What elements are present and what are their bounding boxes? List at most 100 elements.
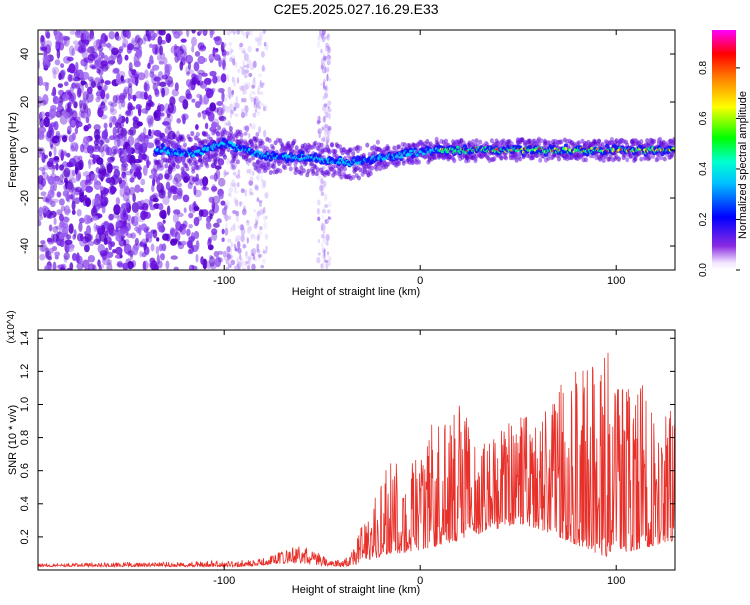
spectrogram-cell (95, 157, 104, 165)
spectrogram-cell (228, 51, 232, 55)
spectrogram-cell (49, 122, 56, 128)
spectrogram-cell (154, 44, 160, 55)
spectrogram-cell (74, 186, 83, 193)
spectrogram-cell (239, 85, 243, 91)
spectrogram-cell (180, 166, 185, 172)
spectrogram-cell (255, 220, 259, 225)
spectrogram-cell (130, 215, 139, 227)
spectrogram-cell (324, 123, 329, 128)
snr-ticks: -100 0 100 0.2 0.4 0.6 0.8 1.0 1.2 1.4 (19, 330, 675, 587)
spectrogram-cell (246, 81, 251, 89)
spectrogram-cell (197, 42, 205, 50)
spectrogram-cell (117, 221, 124, 229)
spectrogram-cell (325, 111, 329, 118)
spectrogram-cell (325, 262, 329, 270)
spectrogram-cell (185, 79, 192, 87)
spectrogram-cell (323, 226, 326, 232)
spectrogram-cell (198, 80, 204, 87)
spectrogram-cell (254, 108, 258, 113)
spectrogram-cell (142, 137, 148, 147)
spectrogram-cell (242, 245, 248, 249)
spectrogram-cell (499, 155, 504, 161)
spectrogram-cell (672, 147, 675, 150)
spectrogram-cell (45, 31, 51, 39)
spectrogram-cell (118, 99, 123, 110)
spectrogram-cell (200, 256, 204, 265)
spectrogram-cell (87, 107, 91, 118)
spectrogram-cell (229, 181, 235, 188)
spectrogram-cell (658, 136, 663, 142)
spectrogram-cell (126, 260, 134, 270)
spectrogram-cell (327, 100, 332, 106)
spectrogram-cell (66, 161, 74, 168)
spectrogram-cell (149, 71, 155, 78)
spectrogram-cell (456, 145, 460, 149)
spectrogram-cell (84, 179, 92, 186)
spectrogram-cell (258, 126, 261, 134)
spectrogram-cell (178, 227, 183, 233)
spectrogram-cell (143, 91, 148, 100)
spectrogram-cell (79, 233, 84, 242)
spectrogram-cell (259, 226, 263, 231)
spectrogram-cell (146, 114, 154, 125)
spectrogram-cell (124, 170, 132, 176)
spectrogram-cell (83, 125, 90, 132)
spectrogram-cell (39, 253, 46, 261)
spectrogram-cell (101, 198, 105, 203)
spectrogram-cell (327, 125, 332, 131)
y-tick-label: 20 (19, 96, 31, 108)
spectrogram-cell (213, 172, 218, 182)
spectrogram-cell (244, 83, 249, 90)
spectrogram-cell (106, 251, 114, 258)
spectrogram-cell (115, 36, 122, 41)
spectrogram-cell (234, 102, 240, 109)
x-tick-label: 100 (607, 575, 625, 587)
spectrogram-cell (135, 48, 143, 60)
spectrogram-cell (134, 237, 139, 246)
spectrogram-cell (313, 140, 318, 146)
spectrogram-cell (232, 79, 237, 87)
spectrogram-cell (321, 126, 325, 131)
spectrogram-cell (262, 248, 265, 255)
spectrogram-cell (327, 46, 331, 54)
spectrogram-cell (186, 228, 191, 237)
spectrogram-cell (46, 130, 52, 139)
spectrogram-cell (130, 232, 136, 239)
spectrogram-cell (191, 30, 196, 34)
spectrogram-ylabel: Frequency (Hz) (7, 112, 19, 188)
spectrogram-cell (174, 82, 179, 92)
spectrogram-cell (209, 175, 216, 180)
spectrogram-cell (249, 93, 252, 100)
spectrogram-cell (319, 30, 322, 37)
spectrogram-cell (228, 42, 233, 47)
spectrogram-cell (63, 111, 70, 119)
spectrogram-cell (160, 253, 165, 261)
spectrogram-cell (234, 248, 240, 252)
spectrogram-cell (79, 103, 86, 114)
spectrogram-cell (231, 165, 237, 171)
spectrogram-cell (148, 43, 154, 48)
snr-ylabel: SNR (10 * v/v) (7, 405, 19, 475)
spectrogram-cell (245, 250, 248, 257)
spectrogram-cell (231, 179, 236, 187)
spectrogram-cell (56, 209, 63, 216)
spectrogram-cell (134, 142, 142, 151)
spectrogram-cell (122, 208, 127, 218)
spectrogram-cell (188, 264, 193, 270)
spectrogram-cell (59, 164, 65, 171)
spectrogram-cell (250, 233, 256, 239)
spectrogram-cell (306, 168, 311, 174)
spectrogram-cell (59, 239, 65, 248)
spectrogram-cell (211, 121, 217, 130)
spectrogram-cell (58, 213, 64, 222)
spectrogram-cell (315, 167, 320, 173)
spectrogram-cell (186, 71, 190, 76)
spectrogram-cell (122, 191, 130, 202)
spectrogram-cell (88, 158, 92, 170)
spectrogram-cell (311, 171, 316, 176)
spectrogram-cell (61, 135, 68, 143)
spectrogram-cell (115, 227, 119, 233)
spectrogram-cell (95, 96, 101, 103)
colorbar-tick-label: 0.4 (698, 162, 709, 176)
spectrogram-cell (97, 46, 104, 52)
